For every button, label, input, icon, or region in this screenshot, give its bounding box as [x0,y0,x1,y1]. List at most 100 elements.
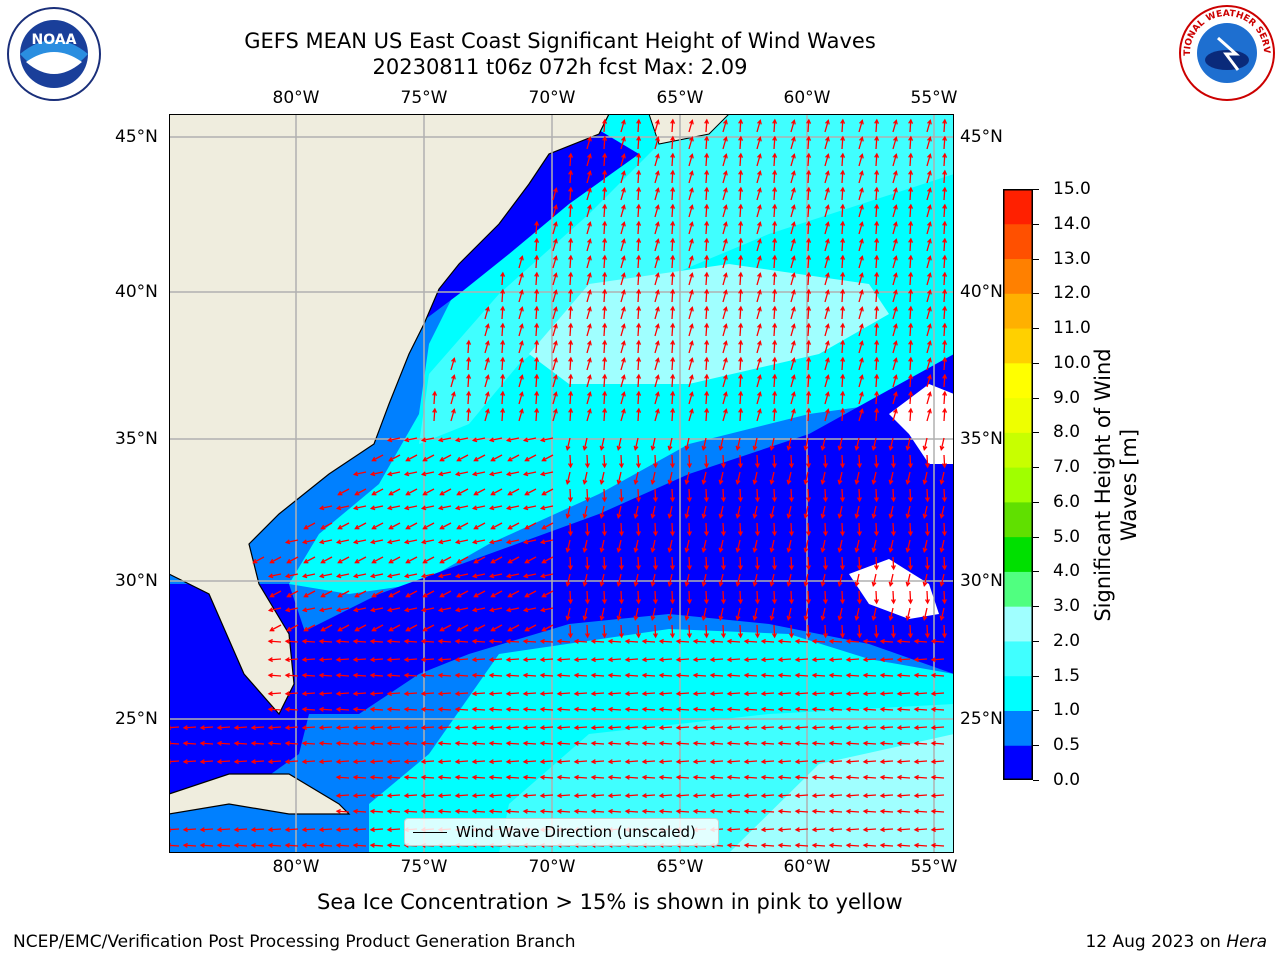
direction-arrow [620,255,626,269]
lon-label-top-60w: 60°W [783,88,831,108]
direction-arrow [616,539,622,554]
direction-arrow [756,221,762,235]
direction-arrow [926,238,932,252]
direction-arrow [602,305,608,320]
direction-arrow [456,488,469,496]
direction-arrow [908,322,914,337]
direction-arrow [335,607,350,613]
direction-arrow [301,539,316,545]
direction-arrow [507,590,520,598]
direction-arrow [840,169,846,184]
direction-arrow [371,454,384,462]
direction-arrow [704,390,710,405]
direction-arrow [490,556,503,564]
direction-arrow [635,522,641,537]
direction-arrow [601,522,607,537]
direction-arrow [926,357,932,371]
direction-arrow [704,186,710,201]
direction-arrow [636,254,642,269]
direction-arrow [743,725,758,731]
direction-arrow [624,691,639,697]
map-frame [169,114,954,853]
direction-arrow [267,691,282,697]
direction-arrow [873,590,879,605]
direction-arrow [636,288,642,303]
direction-arrow [769,607,775,622]
direction-arrow [371,624,384,632]
direction-arrow [788,454,794,469]
direction-arrow [670,407,676,422]
direction-arrow [507,624,520,632]
direction-arrow [488,774,503,780]
direction-arrow [405,556,418,564]
direction-arrow [939,607,945,622]
direction-arrow [806,237,812,252]
direction-arrow [658,759,673,765]
direction-arrow [641,759,656,765]
direction-arrow [573,691,588,697]
direction-arrow [505,706,520,712]
direction-arrow [726,657,741,663]
direction-arrow [301,725,316,731]
direction-arrow [930,725,945,731]
direction-arrow [182,740,197,746]
direction-arrow [466,390,472,405]
direction-arrow [811,740,826,746]
direction-arrow [522,657,537,663]
direction-arrow [522,471,537,477]
direction-arrow [888,573,894,588]
direction-arrow [607,638,622,644]
colorbar-tick-label: 2.0 [1053,630,1081,651]
direction-arrow [652,522,658,537]
direction-arrow [250,725,265,731]
direction-arrow [858,289,864,303]
direction-arrow [624,740,639,746]
direction-arrow [824,204,830,218]
direction-arrow [568,254,574,269]
colorbar-tick-mark [1033,710,1039,712]
direction-arrow [874,407,880,422]
direction-arrow [738,237,744,252]
direction-arrow [777,740,792,746]
direction-arrow [641,725,656,731]
direction-arrow [675,657,690,663]
direction-arrow [490,624,503,632]
direction-arrow [565,437,571,452]
direction-arrow [892,272,898,286]
direction-arrow [840,390,846,405]
direction-arrow [743,759,758,765]
direction-arrow [874,152,880,167]
direction-arrow [772,237,778,252]
direction-arrow [686,556,692,571]
direction-arrow [692,725,707,731]
direction-arrow [602,390,608,405]
sea-ice-note: Sea Ice Concentration > 15% is shown in … [317,890,903,914]
direction-arrow [620,272,626,286]
colorbar-tick-label: 3.0 [1053,596,1081,617]
direction-arrow [471,740,486,746]
direction-arrow [930,672,945,678]
direction-arrow [636,186,642,201]
direction-arrow [552,306,558,320]
direction-arrow [568,339,574,354]
direction-arrow [756,187,762,201]
direction-arrow [675,725,690,731]
direction-arrow [892,136,898,150]
direction-arrow [874,203,880,218]
direction-arrow [686,522,692,537]
direction-arrow [930,657,945,663]
lat-label-right-45n: 45°N [960,127,1003,147]
direction-arrow [786,539,792,554]
direction-arrow [620,408,626,422]
direction-arrow [335,672,350,678]
direction-arrow [756,153,762,167]
direction-arrow [709,706,724,712]
direction-arrow [820,573,826,588]
direction-arrow [704,356,710,371]
lon-label-top-80w: 80°W [272,88,320,108]
direction-arrow [386,471,401,477]
direction-arrow [939,539,945,554]
direction-arrow [839,488,845,503]
direction-arrow [471,638,486,644]
direction-arrow [858,272,864,286]
